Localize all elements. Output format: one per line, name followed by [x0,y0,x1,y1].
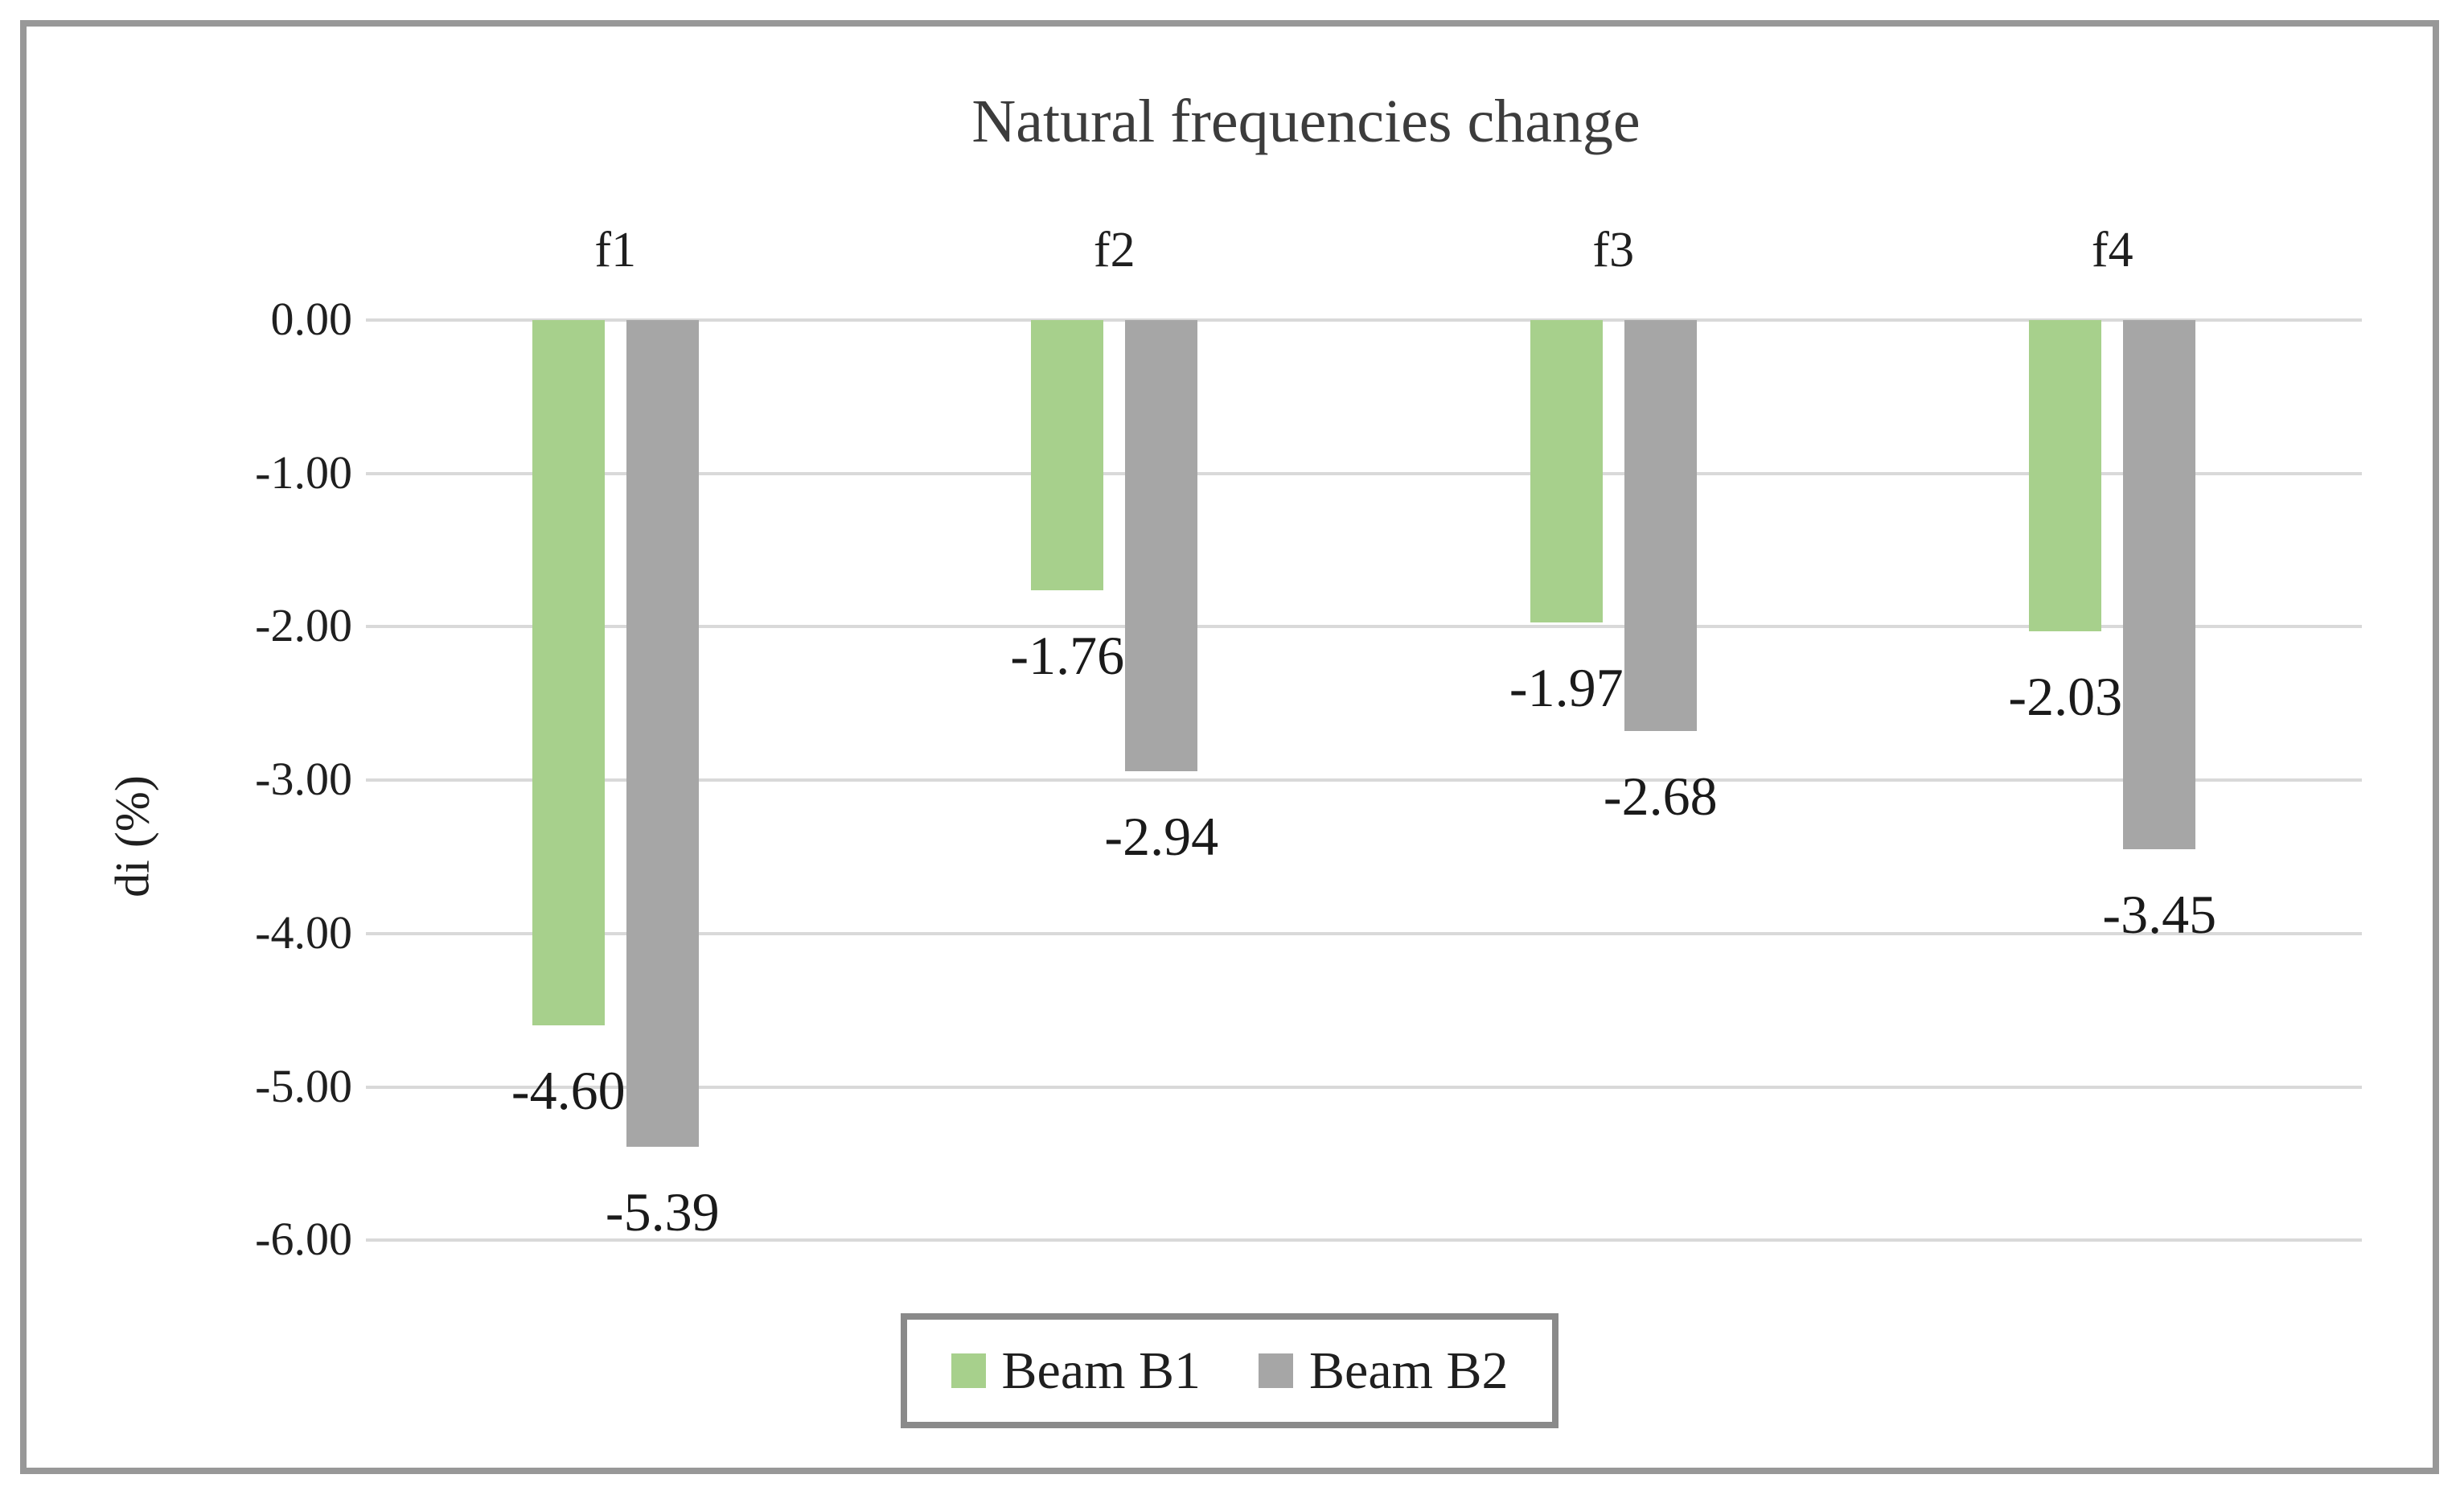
gridline [366,931,2362,935]
bar-label-beam-b1-f4: -2.03 [2008,666,2123,728]
bar-label-beam-b2-f4: -3.45 [2102,883,2217,945]
chart-title: Natural frequencies change [971,88,1641,155]
y-tick-label: -1.00 [255,446,352,499]
legend-item-beam-b2: Beam B2 [1259,1341,1508,1402]
bar-label-beam-b2-f2: -2.94 [1104,805,1219,867]
bar-beam-b2-f2 [1125,320,1198,771]
bar-beam-b1-f1 [532,320,605,1026]
category-label-f3: f3 [1592,223,1635,277]
category-label-f2: f2 [1093,223,1135,277]
bar-beam-b2-f4 [2123,320,2196,849]
y-tick-label: -3.00 [255,753,352,806]
y-tick-label: -6.00 [255,1213,352,1266]
bar-label-beam-b1-f1: -4.60 [511,1060,626,1122]
bar-label-beam-b1-f2: -1.76 [1010,624,1125,686]
legend-label-beam-b2: Beam B2 [1309,1341,1509,1400]
legend-swatch-beam-b1-icon [951,1353,986,1388]
gridline [366,1085,2362,1089]
legend-item-beam-b1: Beam B1 [951,1341,1201,1402]
chart-border [20,20,2439,1474]
bar-beam-b1-f2 [1031,320,1104,590]
bar-beam-b1-f4 [2029,320,2102,632]
gridline [366,778,2362,782]
legend-swatch-beam-b2-icon [1259,1353,1293,1388]
bar-beam-b1-f3 [1530,320,1603,622]
y-tick-label: -4.00 [255,906,352,959]
y-tick-label: -5.00 [255,1059,352,1112]
gridline [366,1238,2362,1242]
bar-beam-b2-f1 [626,320,699,1147]
y-tick-label: -2.00 [255,599,352,652]
bar-label-beam-b1-f3: -1.97 [1509,656,1624,718]
legend: Beam B1 Beam B2 [901,1313,1558,1428]
y-tick-label: 0.00 [270,293,353,346]
bar-label-beam-b2-f3: -2.68 [1603,766,1718,828]
gridline [366,625,2362,629]
legend-label-beam-b1: Beam B1 [1001,1341,1201,1400]
gridline [366,471,2362,475]
bar-label-beam-b2-f1: -5.39 [605,1181,720,1242]
gridline [366,318,2362,322]
category-label-f4: f4 [2091,223,2133,277]
bar-beam-b2-f3 [1624,320,1697,732]
category-label-f1: f1 [594,223,637,277]
